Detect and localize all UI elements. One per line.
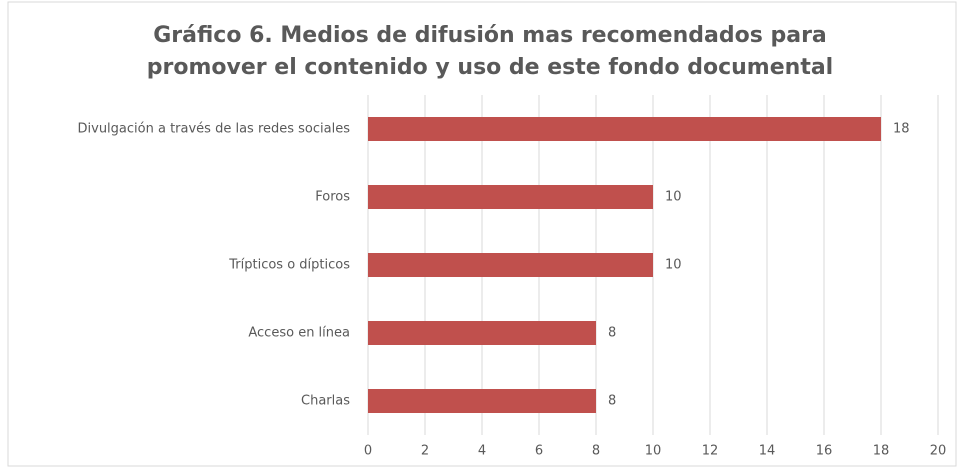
bar	[368, 389, 596, 413]
y-tick-label: Foros	[315, 190, 350, 205]
x-tick-label: 12	[702, 444, 719, 459]
x-tick-label: 8	[592, 444, 600, 459]
chart-title: Gráfico 6. Medios de difusión mas recome…	[153, 23, 827, 48]
x-tick-label: 2	[421, 444, 429, 459]
x-tick-label: 16	[816, 444, 833, 459]
y-tick-label: Divulgación a través de las redes social…	[78, 122, 351, 137]
x-tick-label: 4	[478, 444, 486, 459]
data-label: 8	[608, 394, 616, 409]
y-tick-label: Charlas	[301, 394, 350, 409]
x-tick-label: 10	[645, 444, 662, 459]
bar	[368, 185, 653, 209]
y-tick-label: Acceso en línea	[248, 326, 350, 341]
data-label: 10	[665, 258, 682, 273]
x-tick-label: 18	[873, 444, 890, 459]
bar	[368, 321, 596, 345]
x-tick-label: 20	[930, 444, 947, 459]
x-tick-label: 6	[535, 444, 543, 459]
data-label: 8	[608, 326, 616, 341]
data-label: 18	[893, 122, 910, 137]
bar	[368, 253, 653, 277]
y-tick-label: Trípticos o dípticos	[228, 258, 350, 273]
chart-title: promover el contenido y uso de este fond…	[147, 55, 833, 80]
data-label: 10	[665, 190, 682, 205]
x-tick-label: 0	[364, 444, 372, 459]
x-tick-label: 14	[759, 444, 776, 459]
bar	[368, 117, 881, 141]
